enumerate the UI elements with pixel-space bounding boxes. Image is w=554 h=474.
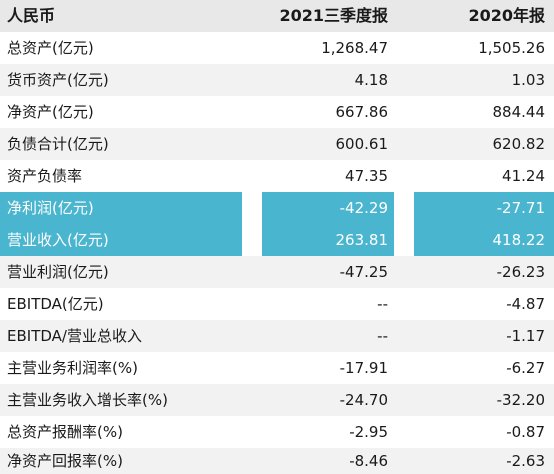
row-label: EBITDA(亿元) xyxy=(7,295,104,313)
row-value-2021q3: 47.35 xyxy=(345,167,388,185)
row-value-2021q3: -47.25 xyxy=(339,263,388,281)
row-value-2021q3: -2.95 xyxy=(349,423,388,441)
row-value-2020: -4.87 xyxy=(506,295,545,313)
row-value-2021q3: -- xyxy=(377,295,388,313)
row-value-2021q3: -24.70 xyxy=(339,391,388,409)
table-row-highlighted: 净利润(亿元) -42.29 -27.71 xyxy=(0,192,554,224)
row-label: 资产负债率 xyxy=(7,167,83,185)
table-row: 资产负债率 47.35 41.24 xyxy=(0,160,554,192)
row-label: 总资产(亿元) xyxy=(7,39,94,57)
row-label: 负债合计(亿元) xyxy=(7,135,109,153)
row-label: 净利润(亿元) xyxy=(0,192,242,224)
row-value-2021q3: 667.86 xyxy=(335,103,389,121)
row-value-2021q3: 263.81 xyxy=(262,224,394,256)
header-2020: 2020年报 xyxy=(468,6,545,25)
header-currency: 人民币 xyxy=(7,6,56,25)
row-value-2020: 884.44 xyxy=(492,103,546,121)
row-label: 营业利润(亿元) xyxy=(7,263,109,281)
table-row: 主营业务利润率(%) -17.91 -6.27 xyxy=(0,352,554,384)
row-value-2020: 41.24 xyxy=(502,167,545,185)
row-label: 总资产报酬率(%) xyxy=(7,423,123,441)
table-row: 净资产(亿元) 667.86 884.44 xyxy=(0,96,554,128)
row-value-2020: -32.20 xyxy=(496,391,545,409)
row-value-2020: -2.63 xyxy=(506,452,545,470)
table-row: 营业利润(亿元) -47.25 -26.23 xyxy=(0,256,554,288)
row-value-2020: -1.17 xyxy=(506,327,545,345)
table-row: 净资产回报率(%) -8.46 -2.63 xyxy=(0,448,554,474)
row-value-2021q3: 600.61 xyxy=(335,135,389,153)
table-row: EBITDA(亿元) -- -4.87 xyxy=(0,288,554,320)
table-row: EBITDA/营业总收入 -- -1.17 xyxy=(0,320,554,352)
row-value-2020: -6.27 xyxy=(506,359,545,377)
table-header: 人民币 2021三季度报 2020年报 xyxy=(0,0,554,32)
row-value-2020: -0.87 xyxy=(506,423,545,441)
table-row: 货币资产(亿元) 4.18 1.03 xyxy=(0,64,554,96)
table-row: 总资产报酬率(%) -2.95 -0.87 xyxy=(0,416,554,448)
row-value-2021q3: -8.46 xyxy=(349,452,388,470)
table-row-highlighted: 营业收入(亿元) 263.81 418.22 xyxy=(0,224,554,256)
row-value-2021q3: 1,268.47 xyxy=(321,39,388,57)
row-label: 货币资产(亿元) xyxy=(7,71,109,89)
row-label: 主营业务利润率(%) xyxy=(7,359,138,377)
row-value-2020: -27.71 xyxy=(414,192,554,224)
row-value-2021q3: 4.18 xyxy=(354,71,388,89)
row-label: 主营业务收入增长率(%) xyxy=(7,391,168,409)
table-row: 总资产(亿元) 1,268.47 1,505.26 xyxy=(0,32,554,64)
row-label: 净资产回报率(%) xyxy=(7,452,123,470)
row-value-2021q3: -17.91 xyxy=(339,359,388,377)
row-label: 营业收入(亿元) xyxy=(0,224,242,256)
header-2021q3: 2021三季度报 xyxy=(279,6,388,25)
row-value-2020: -26.23 xyxy=(496,263,545,281)
row-value-2020: 1.03 xyxy=(511,71,545,89)
table-row: 负债合计(亿元) 600.61 620.82 xyxy=(0,128,554,160)
row-value-2020: 620.82 xyxy=(492,135,546,153)
row-value-2020: 1,505.26 xyxy=(478,39,545,57)
row-value-2020: 418.22 xyxy=(414,224,554,256)
row-value-2021q3: -- xyxy=(377,327,388,345)
row-label: 净资产(亿元) xyxy=(7,103,94,121)
row-value-2021q3: -42.29 xyxy=(262,192,394,224)
row-label: EBITDA/营业总收入 xyxy=(7,327,142,345)
table-row: 主营业务收入增长率(%) -24.70 -32.20 xyxy=(0,384,554,416)
